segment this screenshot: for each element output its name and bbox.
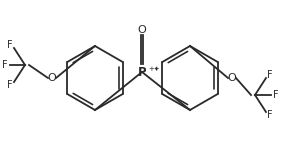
Text: P: P bbox=[138, 66, 146, 78]
Text: F: F bbox=[267, 110, 273, 120]
Text: F: F bbox=[7, 40, 13, 50]
Text: F: F bbox=[2, 60, 8, 70]
Text: O: O bbox=[138, 25, 146, 35]
Text: •: • bbox=[154, 66, 159, 74]
Text: F: F bbox=[267, 70, 273, 80]
Text: F: F bbox=[7, 80, 13, 90]
Text: ++: ++ bbox=[148, 66, 160, 72]
Text: F: F bbox=[273, 90, 279, 100]
Text: O: O bbox=[48, 73, 57, 83]
Text: O: O bbox=[227, 73, 236, 83]
